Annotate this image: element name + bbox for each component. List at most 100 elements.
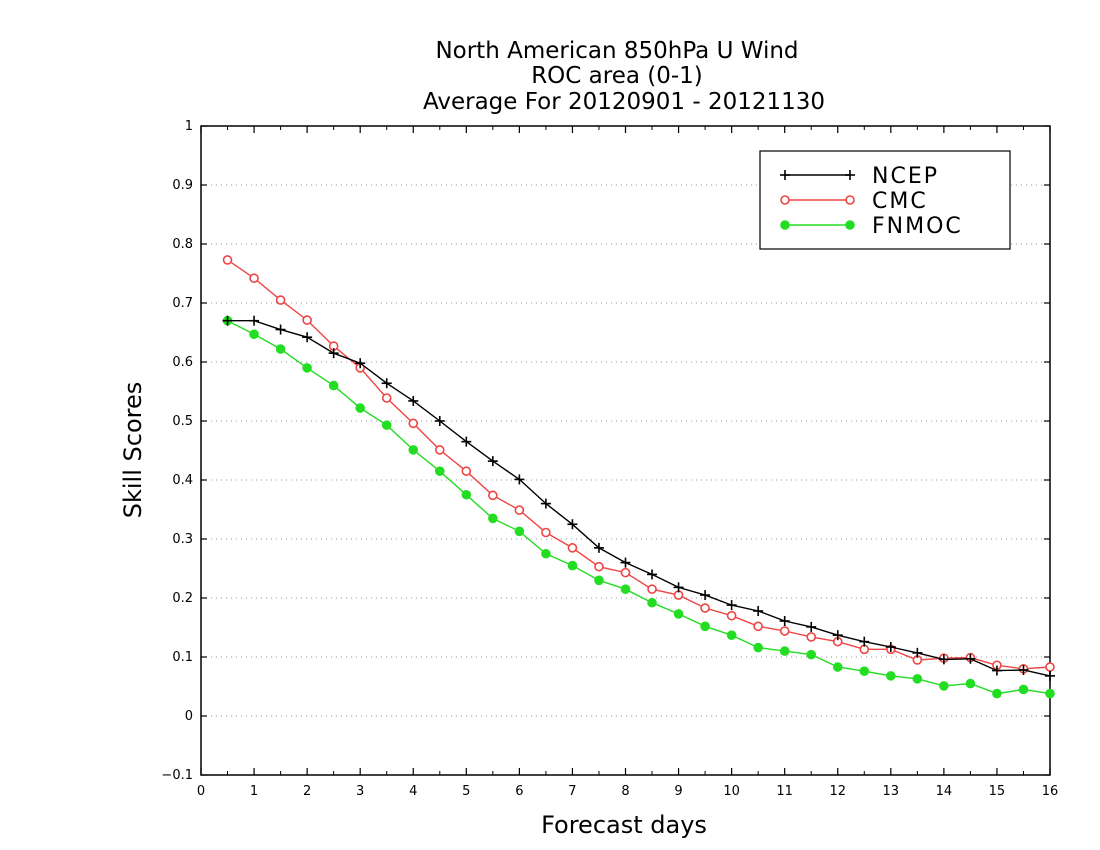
chart-title-line-1: North American 850hPa U Wind — [435, 38, 798, 64]
series-layer — [222, 255, 1055, 699]
data-point-open-circle — [275, 295, 286, 305]
data-point-open-circle — [806, 632, 817, 642]
data-point-plus — [593, 542, 604, 553]
y-tick-label: 0.4 — [172, 473, 193, 488]
data-point-open-circle — [845, 195, 855, 205]
chart-title-line-2: ROC area (0-1) — [531, 63, 703, 89]
y-tick-label: 0.3 — [172, 532, 193, 547]
series-fnmoc — [222, 315, 1055, 699]
data-point-filled-circle — [939, 681, 949, 691]
legend-label: NCEP — [872, 164, 939, 189]
data-point-plus — [1045, 670, 1055, 681]
y-axis-title: Skill Scores — [119, 382, 147, 519]
data-point-plus — [845, 170, 855, 180]
data-point-open-circle — [700, 603, 710, 613]
y-tick-label: 0.7 — [172, 296, 193, 311]
data-point-filled-circle — [845, 220, 855, 230]
data-point-plus — [991, 665, 1002, 676]
x-tick-label: 15 — [989, 784, 1006, 799]
x-tick-label: 7 — [568, 784, 576, 799]
data-point-plus — [726, 600, 737, 611]
data-point-open-circle — [249, 273, 259, 284]
data-point-plus — [647, 569, 658, 580]
data-point-open-circle — [594, 561, 604, 572]
data-point-filled-circle — [434, 466, 445, 476]
data-point-open-circle — [779, 626, 790, 636]
data-point-open-circle — [567, 543, 578, 553]
data-point-filled-circle — [249, 329, 259, 340]
x-tick-label: 14 — [936, 784, 953, 799]
data-point-filled-circle — [275, 344, 286, 354]
data-point-filled-circle — [806, 649, 817, 660]
data-point-open-circle — [434, 445, 445, 455]
data-point-plus — [779, 616, 790, 627]
data-point-plus — [355, 358, 366, 369]
series-ncep — [222, 315, 1055, 681]
data-point-plus — [249, 315, 260, 326]
data-point-filled-circle — [726, 630, 737, 640]
y-tick-label: −0.1 — [161, 768, 193, 783]
legend-label: CMC — [872, 189, 928, 214]
data-point-filled-circle — [355, 403, 365, 413]
data-point-filled-circle — [832, 662, 843, 672]
data-point-filled-circle — [965, 678, 976, 689]
data-point-plus — [514, 474, 525, 485]
data-point-plus — [408, 395, 419, 406]
x-tick-label: 11 — [776, 784, 793, 799]
series-cmc — [222, 255, 1055, 674]
x-tick-label: 6 — [515, 784, 523, 799]
data-point-plus — [222, 315, 233, 326]
data-point-filled-circle — [567, 560, 578, 571]
data-point-plus — [965, 653, 976, 664]
legend-label: FNMOC — [872, 214, 963, 239]
data-point-plus — [832, 630, 843, 641]
data-point-plus — [938, 654, 949, 665]
series-line-cmc — [227, 259, 1051, 670]
data-point-filled-circle — [514, 526, 525, 537]
data-point-open-circle — [488, 490, 498, 501]
data-point-plus — [885, 641, 896, 652]
y-tick-label: 0.8 — [172, 237, 193, 252]
data-point-plus — [620, 557, 631, 568]
x-tick-label: 1 — [250, 784, 258, 799]
data-point-plus — [540, 498, 551, 509]
x-tick-label: 16 — [1042, 784, 1059, 799]
y-tick-label: 0.6 — [172, 355, 193, 370]
data-point-plus — [912, 647, 923, 658]
data-point-plus — [673, 582, 684, 593]
data-point-plus — [806, 621, 817, 632]
data-point-filled-circle — [461, 489, 472, 500]
data-point-open-circle — [753, 621, 763, 632]
data-point-plus — [434, 416, 445, 426]
x-tick-label: 10 — [723, 784, 740, 799]
data-point-filled-circle — [912, 674, 923, 684]
y-axis-ticks: −0.1 0 0.1 0.2 0.3 0.4 0.5 0.6 0.7 0.8 0.9 1 — [161, 119, 1050, 783]
data-point-filled-circle — [328, 380, 339, 391]
x-tick-label: 12 — [829, 784, 846, 799]
x-tick-label: 2 — [303, 784, 311, 799]
data-point-filled-circle — [620, 584, 631, 594]
x-tick-label: 0 — [197, 784, 205, 799]
x-tick-label: 8 — [621, 784, 629, 799]
x-axis-ticks: 0 1 2 3 4 5 6 7 8 9 10 11 12 13 14 15 16 — [197, 126, 1058, 799]
series-line-ncep — [227, 320, 1051, 677]
data-point-filled-circle — [673, 609, 684, 619]
x-axis-title: Forecast days — [541, 811, 707, 839]
y-tick-label: 0.1 — [172, 650, 193, 665]
data-point-filled-circle — [408, 445, 419, 455]
data-point-filled-circle — [594, 575, 604, 586]
data-point-filled-circle — [1018, 684, 1029, 695]
data-point-plus — [753, 605, 764, 616]
data-point-filled-circle — [780, 220, 790, 230]
data-point-open-circle — [381, 393, 392, 403]
data-point-open-circle — [620, 567, 631, 578]
data-point-open-circle — [514, 505, 525, 515]
data-point-filled-circle — [302, 363, 312, 373]
x-tick-label: 5 — [462, 784, 470, 799]
data-point-filled-circle — [779, 646, 790, 656]
data-point-filled-circle — [647, 597, 657, 608]
data-point-filled-circle — [859, 666, 870, 676]
data-point-plus — [275, 324, 286, 335]
